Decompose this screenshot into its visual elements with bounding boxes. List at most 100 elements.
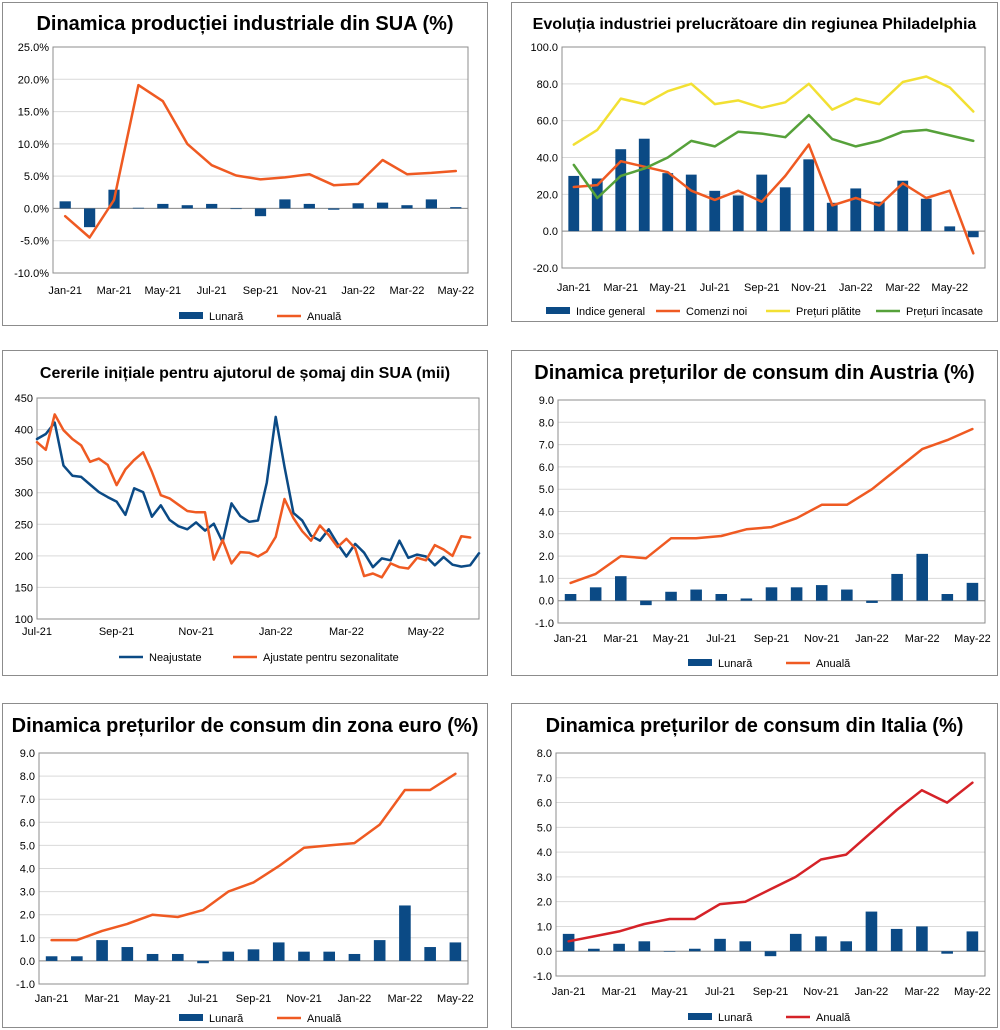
- bar-lunar-: [298, 951, 310, 961]
- x-tick-label: Jul-21: [706, 633, 736, 645]
- legend-item: Anuală: [786, 658, 851, 670]
- bar-lunar-: [279, 199, 291, 209]
- bar-lunar-: [323, 951, 336, 961]
- y-tick-label: 15.0%: [18, 107, 49, 119]
- chart-svg: Evoluția industriei prelucrătoare din re…: [530, 16, 986, 318]
- y-tick-label: 9.0: [20, 748, 35, 760]
- bar-lunar-: [866, 600, 878, 603]
- bar-lunar-: [588, 948, 600, 952]
- legend-item: Ajustate pentru sezonalitate: [233, 652, 399, 664]
- y-tick-label: 100: [15, 614, 33, 626]
- y-tick-label: 4.0: [20, 864, 35, 876]
- chart-svg: Dinamica producției industriale din SUA …: [14, 13, 474, 323]
- line-ajustate-pentru-sezonalitate: [35, 413, 472, 579]
- y-tick-label: -1.0: [16, 979, 35, 991]
- legend-label: Lunară: [718, 658, 753, 670]
- chart-title: Evoluția industriei prelucrătoare din re…: [533, 16, 977, 33]
- x-tick-label: Mar-21: [97, 285, 132, 297]
- x-tick-label: Jul-21: [700, 282, 730, 294]
- bar-lunar-: [714, 938, 726, 952]
- chart-title: Cererile inițiale pentru ajutorul de șom…: [40, 365, 450, 382]
- bar-indice-general: [568, 175, 580, 232]
- y-tick-label: 5.0%: [24, 171, 49, 183]
- y-tick-label: 3.0: [537, 872, 552, 884]
- y-tick-label: 8.0: [20, 771, 35, 783]
- y-tick-label: 80.0: [537, 79, 558, 91]
- x-tick-label: Mar-22: [905, 633, 940, 645]
- bar-lunar-: [764, 951, 777, 957]
- chart-title: Dinamica producției industriale din SUA …: [36, 13, 453, 35]
- bar-lunar-: [328, 208, 340, 210]
- y-tick-label: -5.0%: [20, 236, 49, 248]
- plot-area: [38, 752, 469, 985]
- chart-austria-cpi: Dinamica prețurilor de consum din Austri…: [511, 350, 998, 676]
- legend-label: Ajustate pentru sezonalitate: [263, 652, 399, 664]
- x-tick-label: Mar-22: [390, 285, 425, 297]
- bar-indice-general: [732, 195, 744, 232]
- x-tick-label: Jan-21: [48, 285, 82, 297]
- bar-indice-general: [850, 188, 862, 232]
- bar-lunar-: [181, 205, 193, 209]
- y-tick-label: 9.0: [539, 395, 554, 407]
- bar-lunar-: [841, 589, 853, 601]
- bar-indice-general: [662, 173, 674, 232]
- chart-title: Dinamica prețurilor de consum din zona e…: [12, 715, 479, 737]
- legend-item: Anuală: [786, 1012, 851, 1024]
- chart-eurozone-cpi: Dinamica prețurilor de consum din zona e…: [2, 703, 488, 1028]
- legend-item: Prețuri plătite: [766, 306, 861, 318]
- x-tick-label: Sep-21: [754, 633, 789, 645]
- legend-item: Comenzi noi: [656, 306, 747, 318]
- bar-lunar-: [59, 201, 71, 209]
- y-tick-label: 7.0: [20, 794, 35, 806]
- plot-area: [557, 399, 986, 624]
- x-tick-label: May-21: [134, 993, 171, 1005]
- legend-label: Lunară: [209, 311, 244, 323]
- chart-title: Dinamica prețurilor de consum din Austri…: [534, 362, 974, 384]
- y-tick-label: 3.0: [539, 529, 554, 541]
- y-tick-label: 400: [15, 425, 33, 437]
- y-tick-label: 8.0: [539, 417, 554, 429]
- x-tick-label: Jul-21: [22, 626, 52, 638]
- x-tick-label: Nov-21: [286, 993, 321, 1005]
- bar-lunar-: [450, 207, 462, 209]
- bar-lunar-: [916, 926, 928, 952]
- y-tick-label: 250: [15, 519, 33, 531]
- bar-lunar-: [941, 594, 954, 601]
- chart-svg: Cererile inițiale pentru ajutorul de șom…: [15, 365, 481, 664]
- x-tick-label: Mar-22: [885, 282, 920, 294]
- bar-lunar-: [941, 951, 953, 954]
- x-tick-label: May-21: [653, 633, 690, 645]
- bar-indice-general: [897, 180, 909, 232]
- legend-swatch-bar: [688, 659, 712, 666]
- bar-lunar-: [247, 949, 260, 961]
- bar-lunar-: [638, 941, 651, 952]
- y-tick-label: 25.0%: [18, 42, 49, 54]
- x-tick-label: May-22: [437, 285, 474, 297]
- bar-lunar-: [352, 203, 364, 209]
- chart-svg: Dinamica prețurilor de consum din Austri…: [534, 362, 991, 670]
- y-tick-label: 0.0%: [24, 203, 49, 215]
- bar-indice-general: [944, 226, 956, 232]
- legend-item: Lunară: [688, 658, 753, 670]
- x-tick-label: Jan-22: [259, 626, 293, 638]
- y-tick-label: 4.0: [539, 507, 554, 519]
- bar-lunar-: [197, 960, 209, 964]
- bar-lunar-: [171, 953, 184, 961]
- bar-lunar-: [71, 956, 83, 961]
- bar-indice-general: [803, 159, 815, 232]
- legend-swatch-bar: [179, 1014, 203, 1021]
- x-tick-label: May-21: [649, 282, 686, 294]
- x-tick-label: Nov-21: [791, 282, 826, 294]
- bar-lunar-: [424, 947, 436, 961]
- bar-lunar-: [663, 951, 676, 952]
- bar-lunar-: [865, 911, 878, 952]
- x-tick-label: Sep-21: [753, 986, 788, 998]
- plot-area: [561, 46, 986, 269]
- y-tick-label: 200: [15, 551, 33, 563]
- x-tick-label: May-22: [954, 986, 991, 998]
- bar-lunar-: [815, 936, 827, 952]
- legend-label: Indice general: [576, 306, 645, 318]
- legend-label: Anuală: [816, 658, 851, 670]
- x-tick-label: Jul-21: [197, 285, 227, 297]
- bar-lunar-: [739, 941, 752, 952]
